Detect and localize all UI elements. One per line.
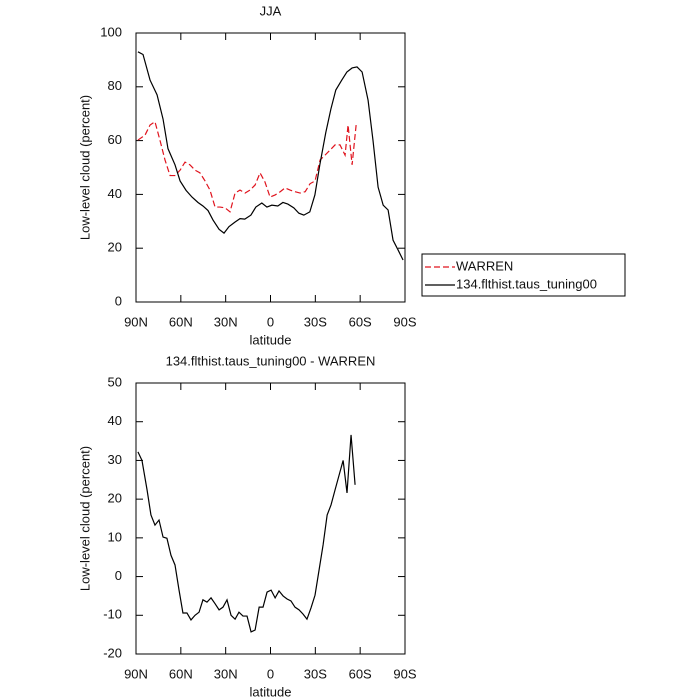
x-tick-label: 30S: [304, 314, 327, 329]
chart-title: 134.flthist.taus_tuning00 - WARREN: [166, 353, 376, 368]
legend-label: 134.flthist.taus_tuning00: [456, 276, 597, 291]
x-tick-label: 60S: [349, 666, 372, 681]
series-line: [137, 434, 356, 633]
x-tick-label: 30N: [214, 666, 238, 681]
y-tick-label: 30: [108, 452, 122, 467]
y-tick-label: 0: [115, 293, 122, 308]
y-tick-label: -10: [103, 607, 122, 622]
series-line: [137, 120, 357, 213]
x-tick-label: 0: [267, 314, 274, 329]
plot-frame: [135, 382, 406, 655]
x-tick-label: 90N: [124, 666, 148, 681]
y-tick-label: 40: [108, 413, 122, 428]
x-tick-label: 90S: [393, 314, 416, 329]
x-axis-label: latitude: [250, 684, 292, 699]
x-tick-label: 60S: [349, 314, 372, 329]
x-tick-label: 90S: [393, 666, 416, 681]
x-tick-label: 90N: [124, 314, 148, 329]
y-tick-label: 80: [108, 78, 122, 93]
chart-title: JJA: [260, 3, 282, 18]
y-tick-label: 20: [108, 491, 122, 506]
y-tick-label: 100: [100, 24, 122, 39]
x-tick-label: 0: [267, 666, 274, 681]
series-line: [137, 51, 404, 261]
x-axis-label: latitude: [250, 332, 292, 347]
x-tick-label: 30S: [304, 666, 327, 681]
y-tick-label: -20: [103, 645, 122, 660]
y-tick-label: 50: [108, 374, 122, 389]
y-tick-label: 40: [108, 186, 122, 201]
legend-box: [421, 253, 626, 297]
y-tick-label: 0: [115, 568, 122, 583]
x-tick-label: 60N: [169, 666, 193, 681]
legend-label: WARREN: [456, 258, 513, 273]
x-tick-label: 30N: [214, 314, 238, 329]
y-tick-label: 10: [108, 529, 122, 544]
y-tick-label: 20: [108, 240, 122, 255]
y-axis-label: Low-level cloud (percent): [77, 95, 92, 240]
x-tick-label: 60N: [169, 314, 193, 329]
y-axis-label: Low-level cloud (percent): [77, 446, 92, 591]
y-tick-label: 60: [108, 132, 122, 147]
